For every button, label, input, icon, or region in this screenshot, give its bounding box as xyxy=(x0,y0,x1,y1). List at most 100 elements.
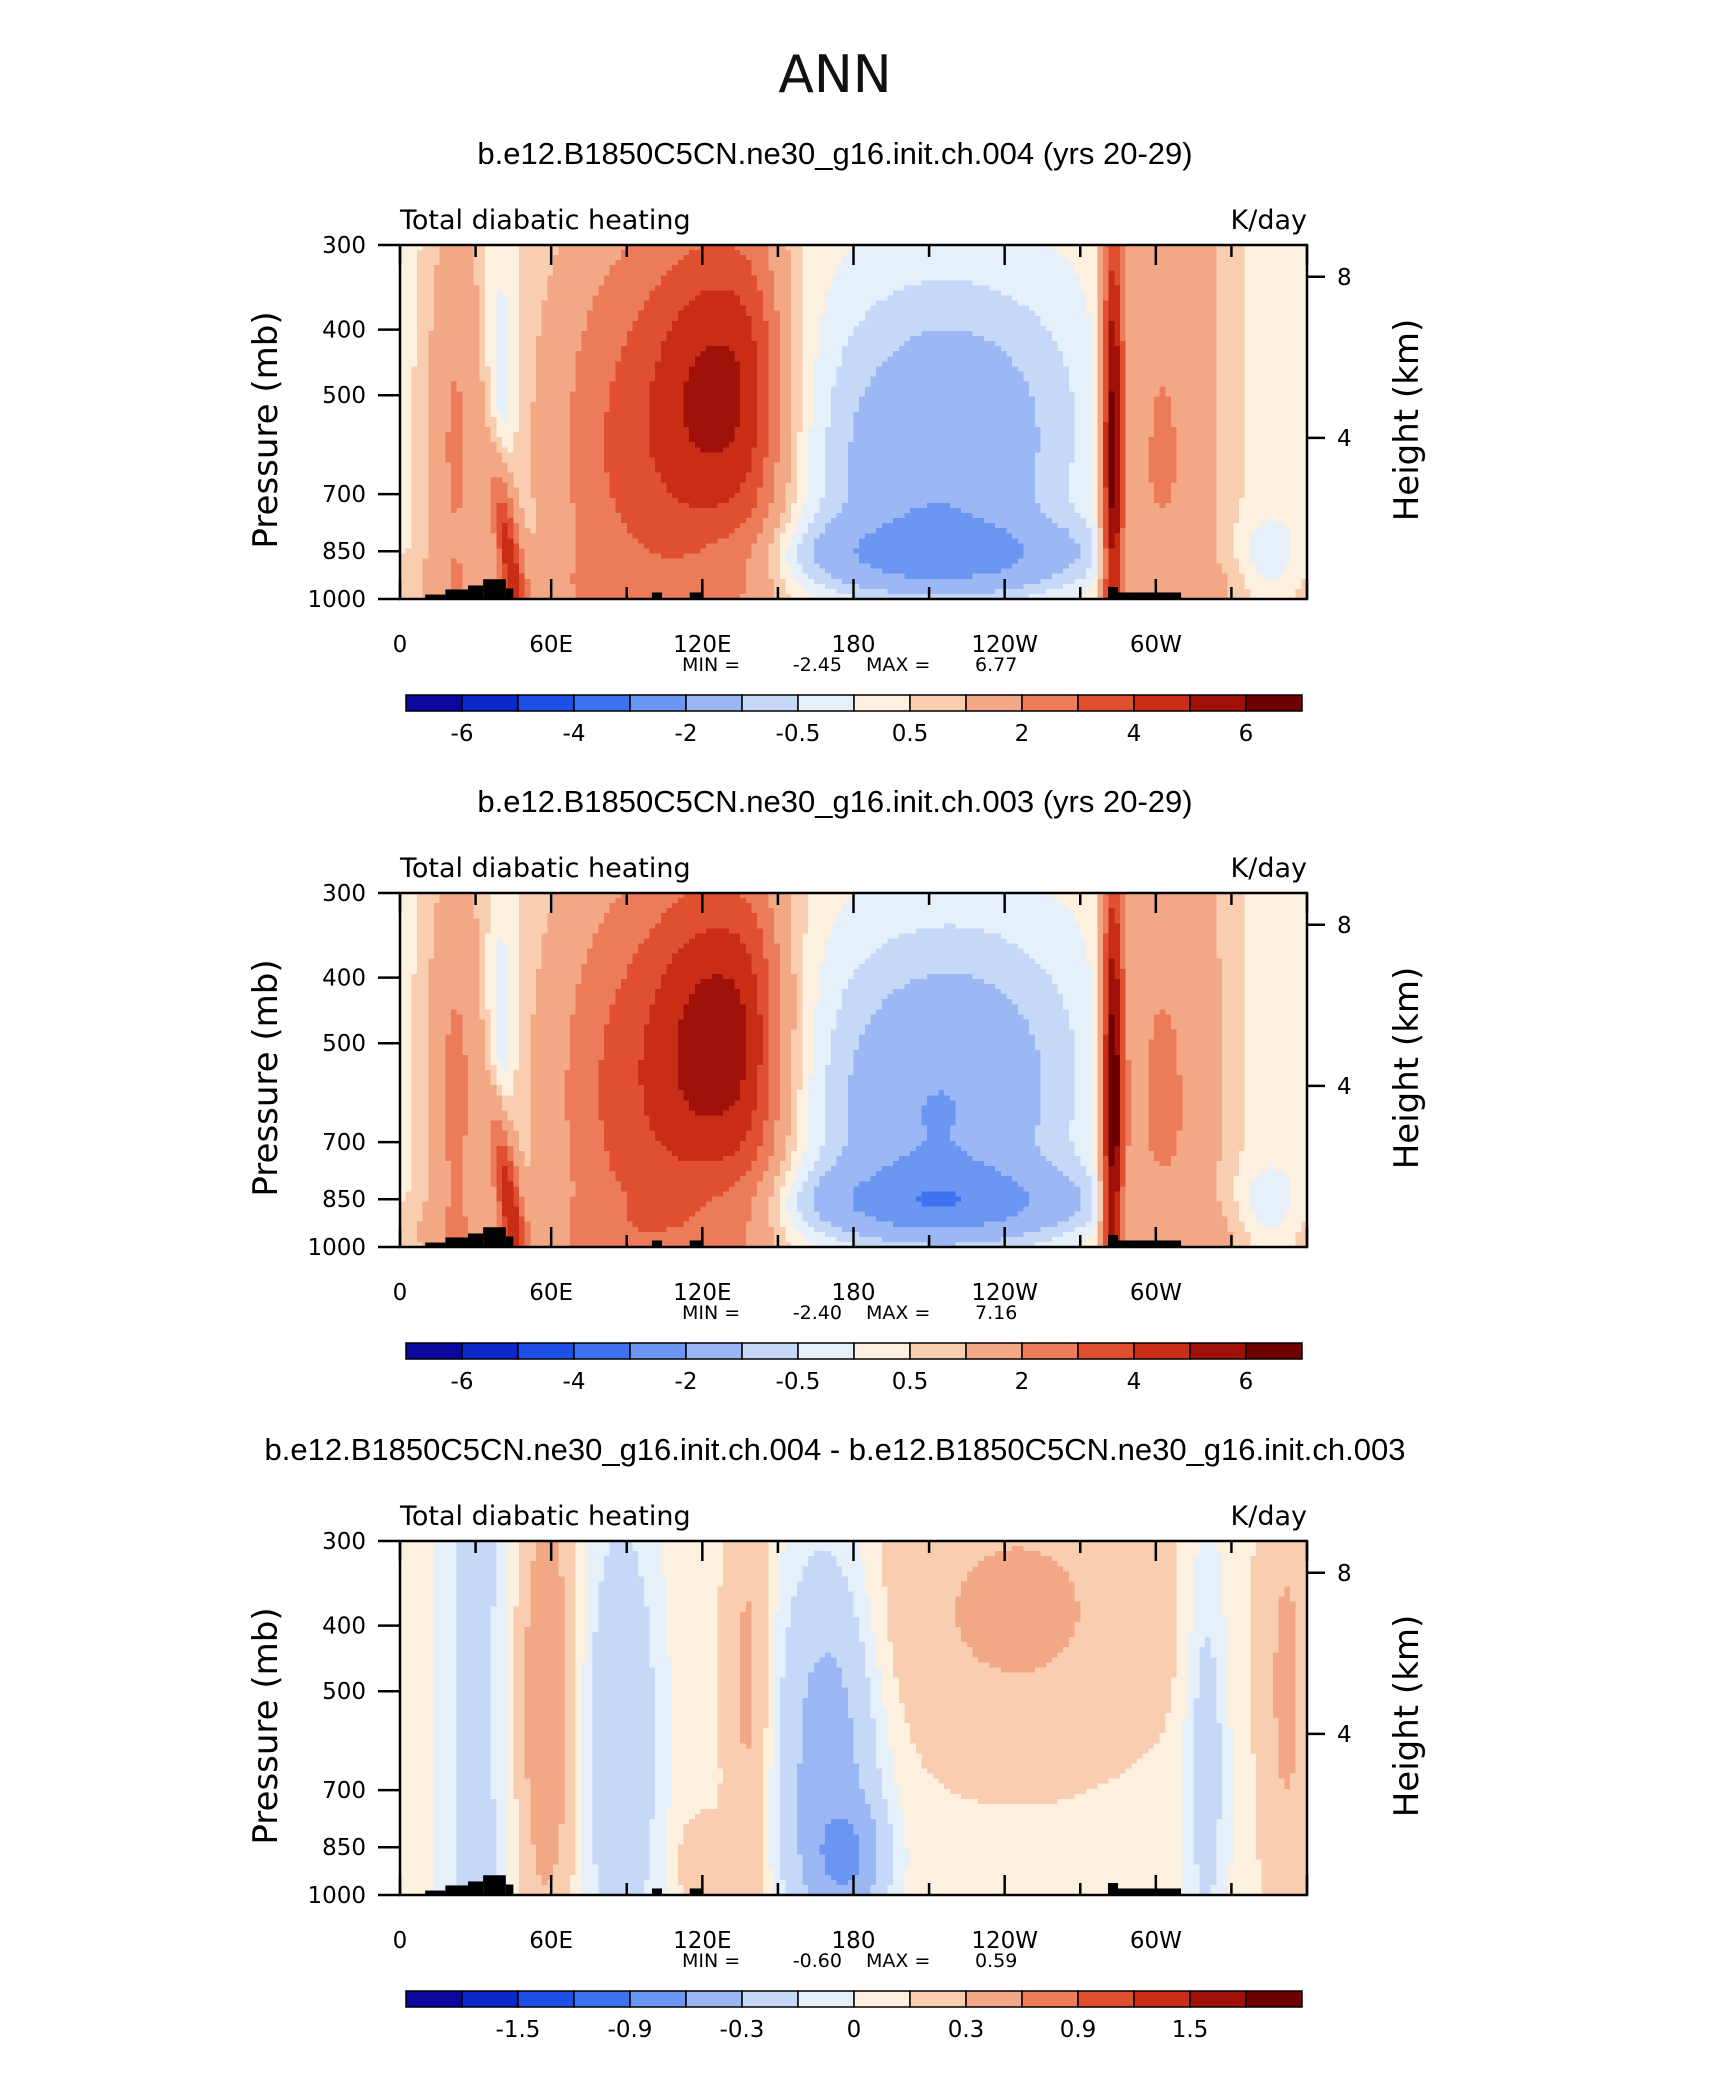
contour-cell xyxy=(967,270,973,276)
contour-cell xyxy=(621,270,627,276)
contour-cell xyxy=(1058,270,1064,276)
contour-cell xyxy=(638,250,644,256)
contour-cell xyxy=(649,260,655,266)
contour-cell xyxy=(423,260,429,266)
contour-cell xyxy=(768,275,774,281)
contour-cell xyxy=(950,265,956,271)
contour-cell xyxy=(632,265,638,271)
contour-cell xyxy=(831,255,837,261)
contour-cell xyxy=(610,250,616,256)
contour-cell xyxy=(519,255,525,261)
contour-cell xyxy=(785,275,791,281)
contour-cell xyxy=(655,255,661,261)
contour-cell xyxy=(922,260,928,266)
contour-cell xyxy=(990,265,996,271)
contour-cell xyxy=(1114,255,1120,261)
contour-cell xyxy=(1216,255,1222,261)
contour-cell xyxy=(763,270,769,276)
contour-cell xyxy=(723,275,729,281)
contour-cell xyxy=(553,255,559,261)
contour-cell xyxy=(479,260,485,266)
contour-cell xyxy=(1018,255,1024,261)
contour-cell xyxy=(933,250,939,256)
contour-cell xyxy=(1262,255,1268,261)
contour-cell xyxy=(1097,255,1103,261)
contour-cell xyxy=(1160,260,1166,266)
contour-cell xyxy=(411,255,417,261)
contour-cell xyxy=(1177,255,1183,261)
contour-cell xyxy=(457,270,463,276)
contour-cell xyxy=(916,270,922,276)
contour-cell xyxy=(717,250,723,256)
contour-cell xyxy=(859,275,865,281)
contour-cell xyxy=(1120,255,1126,261)
contour-cell xyxy=(604,275,610,281)
contour-cell xyxy=(440,255,446,261)
contour-cell xyxy=(1035,250,1041,256)
contour-cell xyxy=(944,265,950,271)
contour-cell xyxy=(995,255,1001,261)
contour-cell xyxy=(797,250,803,256)
contour-cell xyxy=(734,275,740,281)
contour-cell xyxy=(939,270,945,276)
contour-cell xyxy=(1035,260,1041,266)
variable-label: Total diabatic heating xyxy=(399,205,691,236)
contour-cell xyxy=(1239,270,1245,276)
contour-cell xyxy=(1165,255,1171,261)
contour-cell xyxy=(661,270,667,276)
contour-cell xyxy=(933,270,939,276)
contour-cell xyxy=(440,275,446,281)
contour-cell xyxy=(1205,265,1211,271)
contour-cell xyxy=(661,275,667,281)
contour-cell xyxy=(1103,270,1109,276)
contour-cell xyxy=(615,260,621,266)
contour-cell xyxy=(1024,250,1030,256)
contour-cell xyxy=(1007,260,1013,266)
contour-cell xyxy=(729,255,735,261)
contour-cell xyxy=(939,255,945,261)
contour-cell xyxy=(536,260,542,266)
contour-cell xyxy=(967,275,973,281)
contour-cell xyxy=(553,260,559,266)
contour-cell xyxy=(1233,270,1239,276)
contour-cell xyxy=(604,270,610,276)
contour-cell xyxy=(1007,270,1013,276)
contour-cell xyxy=(1029,255,1035,261)
contour-cell xyxy=(1194,250,1200,256)
contour-cell xyxy=(785,255,791,261)
contour-cell xyxy=(610,255,616,261)
contour-cell xyxy=(1126,255,1132,261)
contour-cell xyxy=(593,265,599,271)
contour-cell xyxy=(774,265,780,271)
contour-cell xyxy=(1069,255,1075,261)
contour-cell xyxy=(1250,255,1256,261)
contour-cell xyxy=(683,265,689,271)
contour-cell xyxy=(445,260,451,266)
contour-cell xyxy=(984,255,990,261)
contour-cell xyxy=(474,265,480,271)
contour-cell xyxy=(519,260,525,266)
contour-cell xyxy=(1267,270,1273,276)
contour-cell xyxy=(1222,255,1228,261)
contour-cell xyxy=(956,255,962,261)
contour-cell xyxy=(1148,265,1154,271)
contour-cell xyxy=(1182,270,1188,276)
contour-cell xyxy=(910,255,916,261)
contour-cell xyxy=(1052,270,1058,276)
contour-cell xyxy=(712,265,718,271)
contour-cell xyxy=(1029,250,1035,256)
contour-cell xyxy=(871,250,877,256)
contour-cell xyxy=(808,275,814,281)
contour-cell xyxy=(1267,260,1273,266)
contour-cell xyxy=(819,255,825,261)
contour-cell xyxy=(570,255,576,261)
contour-cell xyxy=(434,250,440,256)
contour-cell xyxy=(434,255,440,261)
contour-cell xyxy=(1143,260,1149,266)
contour-cell xyxy=(899,275,905,281)
contour-cell xyxy=(553,265,559,271)
contour-cell xyxy=(1250,260,1256,266)
contour-cell xyxy=(689,255,695,261)
contour-cell xyxy=(729,250,735,256)
contour-cell xyxy=(513,260,519,266)
